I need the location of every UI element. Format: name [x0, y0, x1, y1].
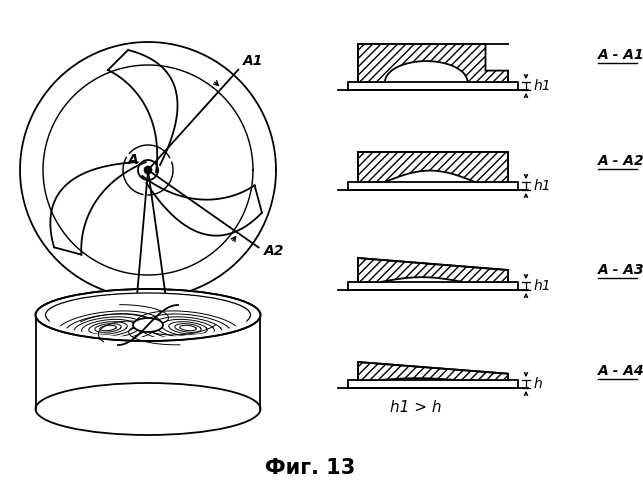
- Text: h: h: [534, 377, 543, 391]
- Ellipse shape: [133, 318, 163, 332]
- Text: A - A2: A - A2: [598, 154, 643, 168]
- Text: A: A: [128, 153, 139, 167]
- Ellipse shape: [46, 293, 251, 337]
- Polygon shape: [358, 152, 508, 182]
- Polygon shape: [348, 82, 518, 90]
- Ellipse shape: [35, 289, 260, 341]
- Text: A - A3: A - A3: [598, 263, 643, 277]
- Text: A2: A2: [264, 244, 284, 258]
- Polygon shape: [358, 258, 508, 282]
- Polygon shape: [348, 282, 518, 290]
- Text: h1 > h: h1 > h: [390, 400, 442, 415]
- Polygon shape: [358, 44, 508, 82]
- Text: h1: h1: [534, 279, 552, 293]
- Text: A - A1: A - A1: [598, 48, 643, 62]
- Circle shape: [144, 166, 152, 174]
- Ellipse shape: [35, 383, 260, 435]
- Text: A4: A4: [107, 306, 127, 320]
- Polygon shape: [348, 380, 518, 388]
- Text: A3: A3: [168, 306, 188, 320]
- Polygon shape: [348, 182, 518, 190]
- Text: Фиг. 13: Фиг. 13: [265, 458, 355, 478]
- Polygon shape: [358, 362, 508, 380]
- Text: A1: A1: [243, 54, 264, 68]
- Text: h1: h1: [534, 79, 552, 93]
- Text: A - A4: A - A4: [598, 364, 643, 378]
- Text: h1: h1: [534, 179, 552, 193]
- Ellipse shape: [50, 300, 246, 340]
